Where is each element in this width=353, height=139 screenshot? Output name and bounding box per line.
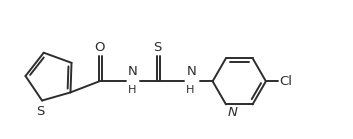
Text: H: H [128, 85, 137, 95]
Text: N: N [227, 106, 237, 119]
Text: S: S [153, 41, 162, 54]
Text: S: S [36, 105, 44, 118]
Text: N: N [186, 65, 196, 78]
Text: O: O [94, 41, 104, 54]
Text: Cl: Cl [279, 75, 292, 88]
Text: H: H [186, 85, 195, 95]
Text: N: N [128, 65, 138, 78]
